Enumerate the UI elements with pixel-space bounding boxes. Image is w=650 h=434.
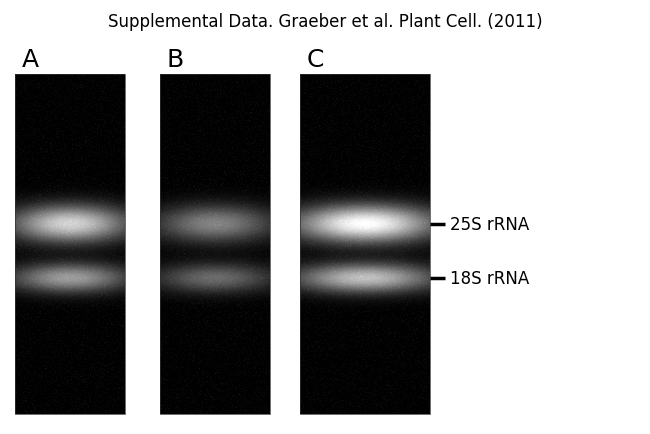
Bar: [300, 75, 430, 414]
Text: Supplemental Data. Graeber et al. Plant Cell. (2011): Supplemental Data. Graeber et al. Plant …: [108, 13, 542, 31]
Text: B: B: [166, 48, 183, 72]
Bar: [160, 75, 270, 414]
Bar: [15, 75, 125, 414]
Text: A: A: [21, 48, 38, 72]
Text: 18S rRNA: 18S rRNA: [450, 270, 529, 287]
Text: C: C: [306, 48, 324, 72]
Text: 25S rRNA: 25S rRNA: [450, 215, 529, 233]
